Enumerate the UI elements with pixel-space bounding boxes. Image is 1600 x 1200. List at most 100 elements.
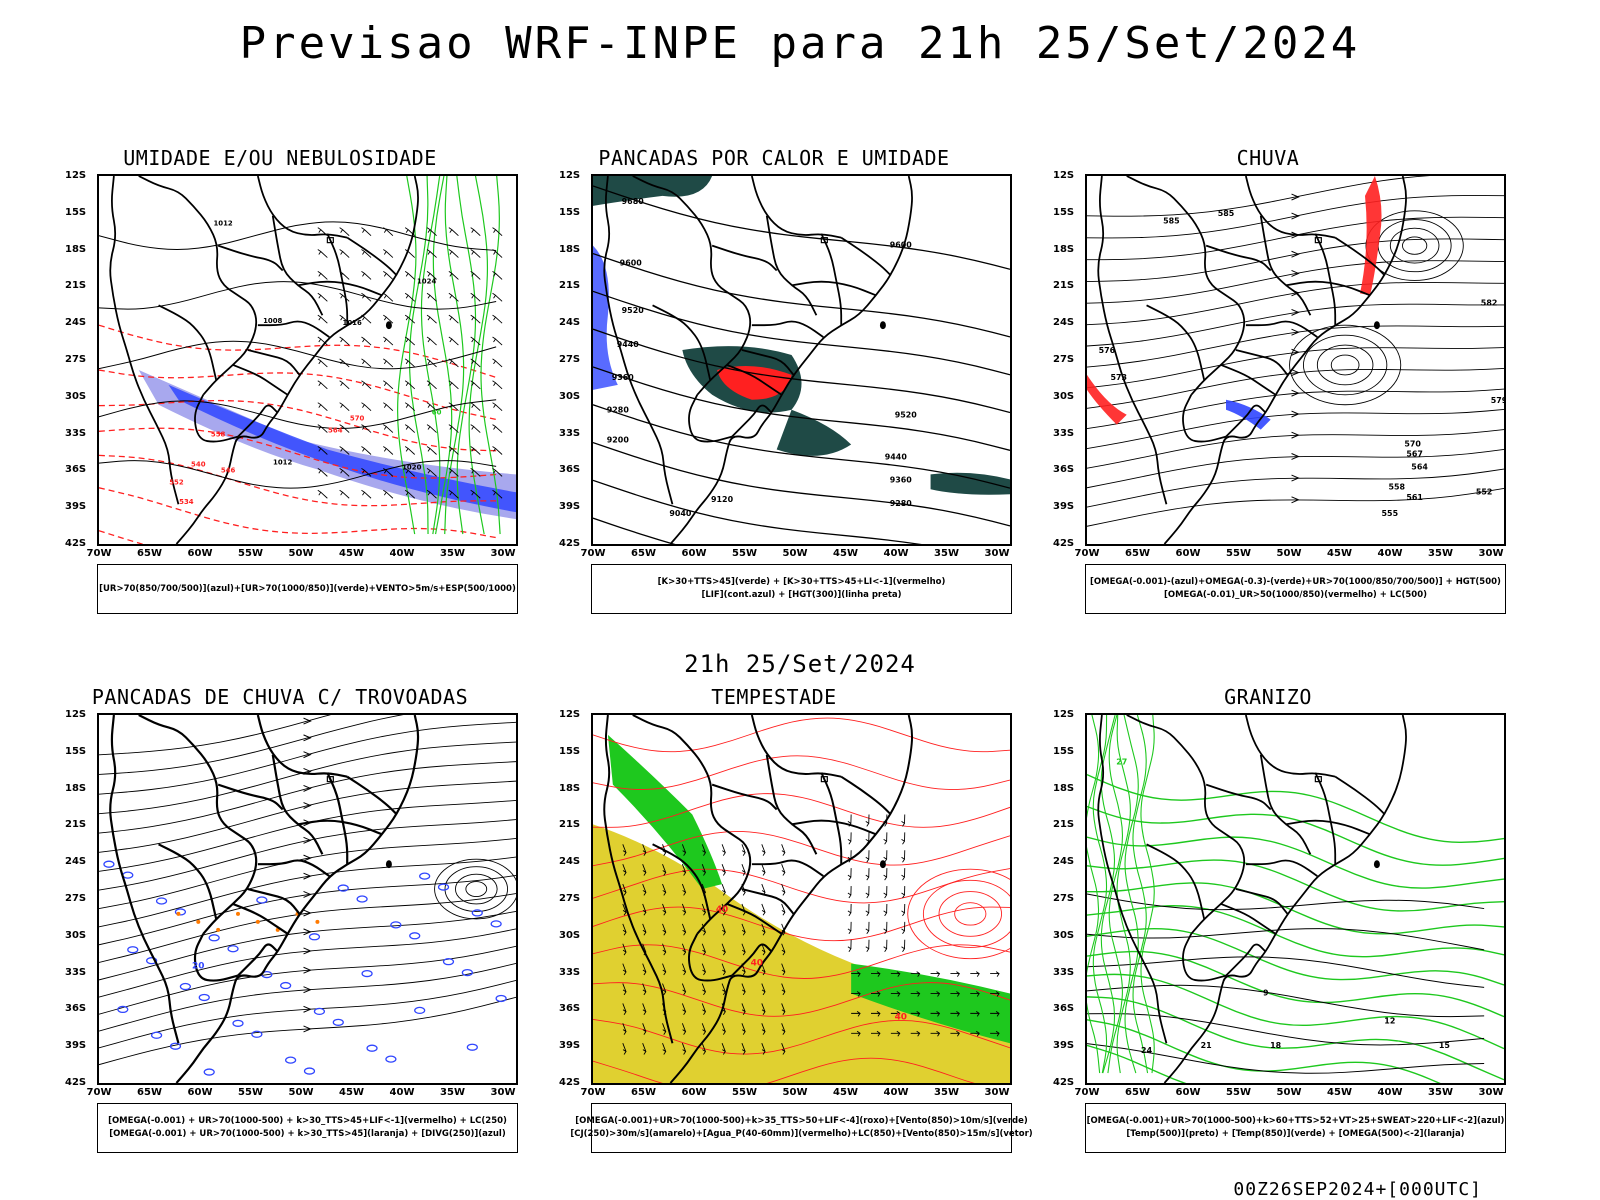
streamline: [1087, 195, 1504, 239]
contour-label: 12: [1384, 1016, 1395, 1025]
wind-vector: [339, 402, 350, 412]
humidity-contour: [468, 176, 489, 535]
streamline: [99, 962, 516, 1032]
wind-vector: [317, 424, 328, 433]
lat-label: 30S: [559, 929, 581, 941]
lon-label: 60W: [187, 548, 213, 559]
contour-label: 1008: [263, 317, 282, 325]
wind-vector: [910, 1011, 921, 1017]
contour-label: 27: [1116, 758, 1127, 767]
wind-vector: [470, 402, 481, 412]
country-border: [603, 176, 674, 505]
contour-label: 1012: [213, 220, 232, 228]
contour-label: 9440: [617, 340, 640, 349]
wind-vector: [383, 446, 394, 455]
wind-vector: [470, 446, 481, 455]
temp850-contour: [1087, 1019, 1441, 1083]
map-frame: 24 21 18 15 12 9 27: [1085, 713, 1506, 1085]
wind-vector: [361, 402, 372, 412]
contour-label: 9680: [622, 197, 645, 206]
wind-vector: [448, 227, 459, 237]
lat-label: 12S: [65, 709, 87, 720]
vortex-ring: [1377, 219, 1452, 273]
legend-text: [OMEGA(-0.001) + UR>70(1000-500) + k>30_…: [109, 1129, 506, 1139]
contour-label: 558: [1388, 482, 1405, 491]
height-contour: [593, 517, 676, 544]
wind-vector: [426, 336, 437, 346]
temp850-contour: [1116, 715, 1131, 1074]
country-border: [158, 304, 218, 381]
divergence-contour: [471, 909, 483, 917]
flow-arrow: [1291, 250, 1300, 258]
contour-label: 9600: [620, 259, 643, 268]
wind-vector: [470, 271, 481, 280]
wind-vector: [426, 358, 437, 368]
temp850-contour: [1087, 927, 1504, 986]
lon-label: 50W: [1276, 548, 1302, 559]
wind-vector: [865, 921, 870, 935]
lat-label: 18S: [1053, 243, 1075, 255]
panel-chuva: CHUVA 12S 15S 18S 21S 24S 27S 30S 33S 36S 39S 42S 70…: [1033, 146, 1506, 621]
divergence-contour: [303, 1067, 316, 1075]
flow-arrow: [1291, 212, 1300, 220]
flow-arrow: [1291, 348, 1300, 356]
divergence-contour: [442, 958, 455, 966]
lat-label: 21S: [559, 819, 581, 831]
lake: [326, 237, 334, 244]
vortex-ring: [434, 858, 516, 920]
streamline: [593, 793, 1010, 828]
divergence-contour: [337, 884, 349, 892]
lon-label: 45W: [833, 548, 858, 559]
country-border: [632, 176, 752, 396]
lon-label: 55W: [238, 548, 263, 559]
vortex-ring: [907, 868, 1010, 960]
height-contour: [593, 252, 1010, 338]
wind-vector: [404, 358, 416, 368]
wind-vector: [910, 971, 921, 977]
divergence-contour: [146, 957, 158, 965]
lon-label: 40W: [883, 548, 909, 559]
state-border: [1334, 236, 1386, 277]
humidity-contour: [480, 176, 501, 535]
wind-vector: [426, 402, 437, 412]
wind-vector: [339, 424, 350, 433]
wind-vector: [426, 314, 437, 324]
lat-label: 18S: [65, 243, 87, 255]
contour-label: 40: [716, 905, 728, 915]
country-border: [1126, 176, 1246, 396]
humidity-contour: [444, 176, 465, 535]
lat-label: 27S: [1053, 893, 1075, 904]
state-border: [711, 244, 778, 272]
divergence-contour: [313, 1007, 326, 1016]
wind-vector: [721, 943, 726, 956]
country-border: [158, 843, 218, 920]
wind-vector: [990, 1011, 1000, 1017]
wind-vector: [361, 358, 372, 368]
contour-label: 585: [1163, 217, 1180, 226]
divergence-contour: [461, 968, 473, 977]
state-border: [271, 754, 324, 855]
wind-vector: [701, 963, 707, 976]
wind-vector: [383, 380, 394, 390]
wind-vector: [622, 883, 627, 896]
lat-label: 15S: [559, 745, 581, 757]
wind-vector: [901, 886, 906, 899]
wind-vector: [448, 271, 459, 280]
wind-vector: [701, 1003, 707, 1016]
streamline: [99, 996, 516, 1066]
instability-point: [255, 919, 260, 924]
vortex-ring: [922, 879, 1010, 948]
lon-label: 45W: [833, 1087, 858, 1098]
wind-vector: [361, 380, 372, 390]
state-border: [726, 364, 783, 396]
country-border: [688, 394, 733, 443]
contour-label: 534: [179, 498, 194, 506]
contour-label: 1020: [402, 463, 421, 471]
lat-label: 30S: [1053, 929, 1075, 941]
flow-arrow: [1291, 410, 1300, 418]
lat-label: 27S: [65, 893, 87, 904]
map-frame: 20: [97, 713, 518, 1085]
wind-vector: [492, 402, 503, 412]
wind-vector: [930, 1011, 941, 1017]
wind-vector: [622, 923, 627, 936]
